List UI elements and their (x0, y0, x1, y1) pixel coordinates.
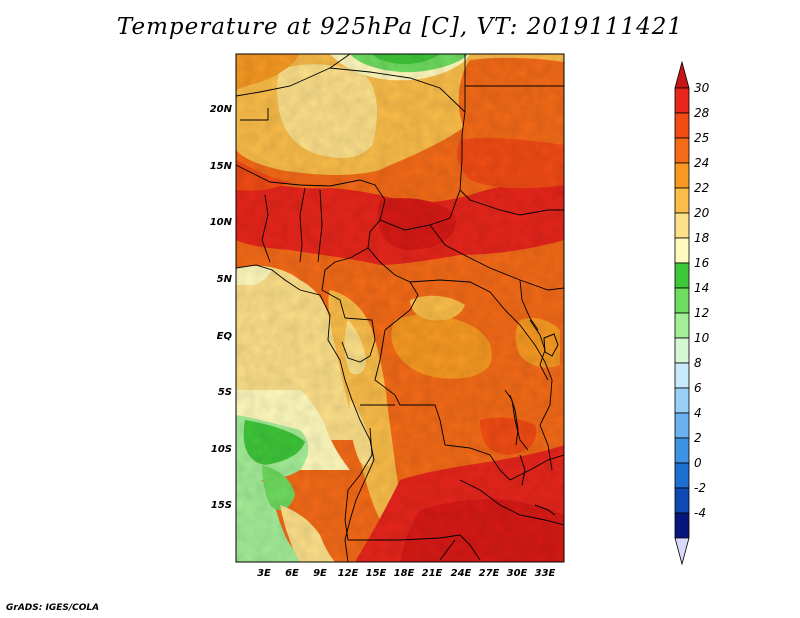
lat-label: 15N (209, 161, 232, 172)
colorbar-label: 16 (694, 256, 710, 270)
colorbar (674, 60, 690, 566)
lon-label: 21E (421, 568, 443, 579)
colorbar-swatch (674, 487, 690, 514)
colorbar-arrow-bottom (674, 537, 690, 566)
colorbar-label: -2 (694, 481, 706, 495)
colorbar-swatch (674, 262, 690, 289)
colorbar-swatch (674, 237, 690, 264)
map-frame (235, 53, 565, 563)
colorbar-swatch (674, 412, 690, 439)
colorbar-swatch (674, 87, 690, 114)
lon-label: 15E (365, 568, 387, 579)
lat-label: 5N (216, 274, 232, 285)
lat-label: 10N (209, 217, 232, 228)
colorbar-swatch (674, 137, 690, 164)
lon-label: 12E (337, 568, 359, 579)
grads-credit: GrADS: IGES/COLA (6, 603, 100, 613)
lon-label: 6E (285, 568, 299, 579)
country-borders (236, 54, 564, 562)
lon-label: 33E (534, 568, 556, 579)
colorbar-label: 24 (694, 156, 710, 170)
colorbar-label: 0 (694, 456, 702, 470)
lon-label: 3E (257, 568, 271, 579)
lon-label: 30E (506, 568, 528, 579)
colorbar-label: 20 (694, 206, 710, 220)
lat-label: 15S (210, 500, 232, 511)
colorbar-label: -4 (694, 506, 706, 520)
colorbar-label: 30 (694, 81, 710, 95)
colorbar-swatch (674, 512, 690, 539)
colorbar-arrow-top (674, 60, 690, 89)
colorbar-swatch (674, 337, 690, 364)
colorbar-label: 4 (694, 406, 702, 420)
lat-label: EQ (216, 331, 232, 342)
colorbar-label: 22 (694, 181, 710, 195)
colorbar-label: 2 (694, 431, 702, 445)
colorbar-swatch (674, 212, 690, 239)
colorbar-label: 6 (694, 381, 702, 395)
colorbar-swatch (674, 387, 690, 414)
lakes (509, 333, 559, 516)
colorbar-swatch (674, 312, 690, 339)
colorbar-swatch (674, 287, 690, 314)
temperature-field (236, 54, 564, 562)
colorbar-swatch (674, 187, 690, 214)
colorbar-label: 18 (694, 231, 710, 245)
colorbar-label: 28 (694, 106, 710, 120)
lat-label: 5S (217, 387, 232, 398)
colorbar-swatch (674, 462, 690, 489)
colorbar-swatch (674, 162, 690, 189)
colorbar-label: 25 (694, 131, 710, 145)
colorbar-swatch (674, 437, 690, 464)
colorbar-label: 10 (694, 331, 710, 345)
lon-label: 27E (478, 568, 500, 579)
lon-label: 18E (393, 568, 415, 579)
colorbar-label: 12 (694, 306, 710, 320)
lon-label: 24E (450, 568, 472, 579)
lon-label: 9E (313, 568, 327, 579)
lat-label: 10S (210, 444, 232, 455)
colorbar-label: 8 (694, 356, 702, 370)
colorbar-swatch (674, 112, 690, 139)
colorbar-label: 14 (694, 281, 710, 295)
colorbar-swatch (674, 362, 690, 389)
lat-label: 20N (209, 104, 232, 115)
chart-title: Temperature at 925hPa [C], VT: 201911142… (116, 14, 684, 40)
